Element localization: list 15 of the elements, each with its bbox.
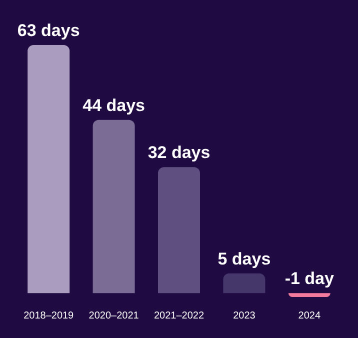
x-tick-label: 2018–2019 [24,310,74,322]
data-label: -1 day [284,269,335,288]
x-tick-label: 2021–2022 [154,310,204,322]
bar [28,45,70,294]
bar [158,167,200,294]
x-tick-label: 2024 [298,310,321,322]
x-tick-label: 2023 [233,310,256,322]
bar [223,273,266,294]
bar [92,120,135,294]
data-label: 5 days [218,249,271,268]
data-label: 63 days [17,21,80,40]
data-label: 32 days [148,143,210,162]
bar [288,293,330,297]
data-label: 44 days [82,96,145,115]
x-tick-label: 2020–2021 [88,310,140,322]
